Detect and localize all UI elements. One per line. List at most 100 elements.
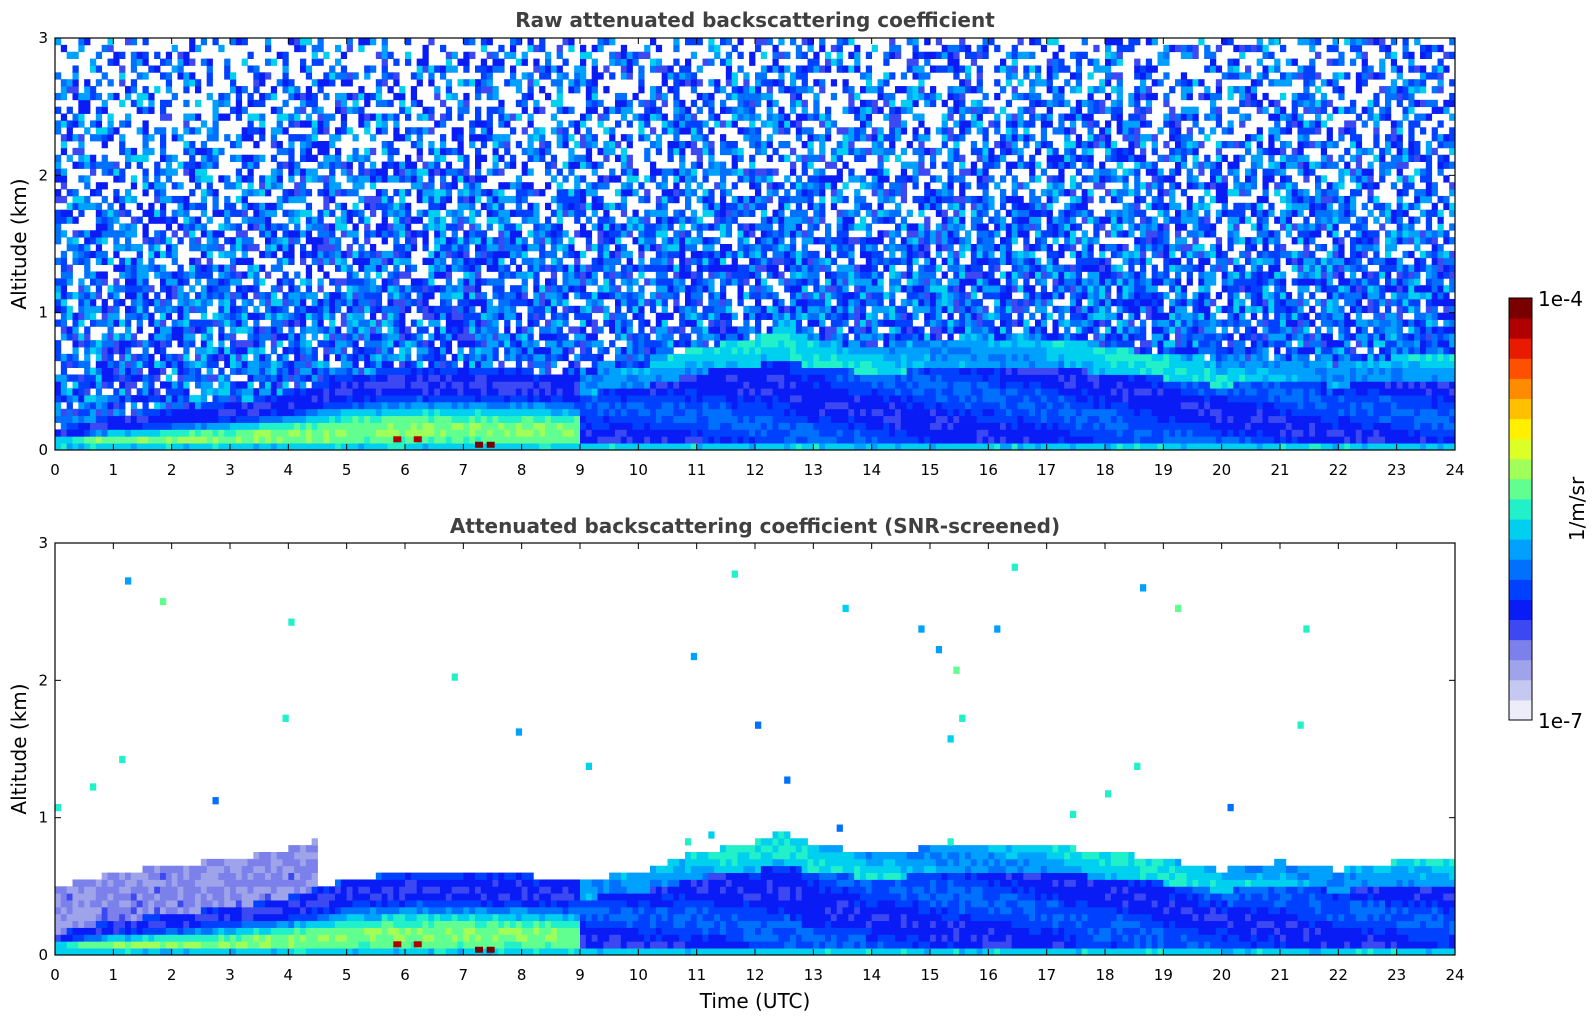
heatmap-cell	[416, 154, 423, 162]
heatmap-cell	[119, 374, 126, 382]
heatmap-cell	[615, 395, 622, 403]
heatmap-cell	[655, 395, 663, 403]
heatmap-cell	[370, 230, 377, 238]
heatmap-cell	[265, 374, 272, 382]
heatmap-cell	[171, 401, 178, 410]
heatmap-cell	[720, 443, 727, 450]
heatmap-cell	[661, 257, 668, 265]
heatmap-cell	[550, 250, 558, 259]
heatmap-cell	[317, 58, 324, 66]
heatmap-cell	[393, 147, 400, 156]
heatmap-cell	[498, 58, 505, 66]
heatmap-cell	[679, 271, 686, 279]
heatmap-cell	[160, 264, 167, 272]
heatmap-cell	[655, 415, 663, 423]
heatmap-cell	[241, 395, 248, 403]
heatmap-cell	[539, 360, 546, 368]
heatmap-cell	[463, 65, 470, 73]
heatmap-cell	[428, 401, 435, 410]
heatmap-cell	[451, 223, 458, 231]
heatmap-cell	[469, 230, 476, 238]
heatmap-cell	[498, 230, 505, 238]
heatmap-cell	[580, 292, 587, 300]
heatmap-cell	[323, 250, 330, 259]
heatmap-cell	[480, 333, 488, 341]
heatmap-cell	[259, 278, 266, 286]
heatmap-cell	[72, 92, 79, 101]
heatmap-cell	[405, 347, 412, 355]
heatmap-cell	[615, 175, 622, 183]
heatmap-cell	[620, 395, 628, 403]
heatmap-cell	[480, 230, 488, 238]
heatmap-cell	[673, 72, 680, 80]
heatmap-cell	[317, 305, 324, 314]
heatmap-cell	[154, 415, 161, 423]
heatmap-cell	[463, 305, 470, 314]
heatmap-cell	[440, 134, 447, 142]
heatmap-cell	[142, 271, 149, 279]
heatmap-cell	[428, 347, 435, 355]
heatmap-cell	[84, 388, 91, 396]
heatmap-cell	[218, 223, 225, 231]
heatmap-cell	[206, 264, 213, 272]
heatmap-cell	[212, 443, 219, 450]
heatmap-cell	[160, 278, 167, 286]
heatmap-cell	[591, 333, 598, 341]
heatmap-cell	[78, 374, 85, 382]
heatmap-cell	[305, 395, 313, 403]
heatmap-cell	[241, 154, 248, 162]
heatmap-cell	[702, 285, 709, 293]
heatmap-cell	[475, 147, 482, 156]
heatmap-cell	[475, 374, 482, 382]
heatmap-cell	[731, 44, 738, 53]
heatmap-cell	[212, 292, 219, 300]
heatmap-cell	[422, 429, 429, 437]
heatmap-cell	[568, 271, 575, 279]
heatmap-cell	[183, 99, 190, 108]
heatmap-cell	[702, 408, 709, 417]
heatmap-cell	[591, 189, 598, 197]
heatmap-cell	[609, 388, 616, 396]
heatmap-cell	[486, 65, 493, 73]
heatmap-cell	[410, 230, 418, 238]
heatmap-cell	[632, 333, 639, 341]
heatmap-cell	[440, 120, 447, 128]
heatmap-cell	[241, 305, 248, 314]
heatmap-cell	[323, 367, 330, 375]
heatmap-cell	[655, 319, 663, 327]
heatmap-cell	[597, 72, 604, 80]
heatmap-cell	[667, 86, 674, 94]
heatmap-cell	[165, 278, 173, 286]
heatmap-cell	[527, 72, 534, 80]
heatmap-cell	[305, 401, 313, 410]
heatmap-cell	[480, 257, 488, 265]
heatmap-cell	[136, 340, 143, 348]
heatmap-cell	[428, 175, 435, 183]
heatmap-cell	[171, 388, 178, 396]
heatmap-cell	[84, 86, 91, 94]
heatmap-cell	[393, 312, 400, 320]
heatmap-cell	[130, 443, 138, 450]
heatmap-cell	[527, 134, 534, 142]
heatmap-cell	[381, 340, 388, 348]
heatmap-cell	[498, 381, 505, 389]
heatmap-cell	[673, 395, 680, 403]
heatmap-cell	[638, 429, 645, 437]
heatmap-cell	[550, 175, 558, 183]
heatmap-cell	[492, 395, 499, 403]
heatmap-cell	[731, 120, 738, 128]
heatmap-cell	[475, 312, 482, 320]
heatmap-cell	[224, 195, 231, 204]
heatmap-cell	[661, 381, 668, 389]
heatmap-cell	[725, 436, 733, 444]
heatmap-cell	[230, 292, 237, 300]
heatmap-cell	[720, 333, 727, 341]
heatmap-cell	[305, 65, 313, 73]
heatmap-cell	[148, 298, 155, 307]
heatmap-cell	[95, 237, 103, 245]
heatmap-cell	[667, 120, 674, 128]
heatmap-cell	[183, 58, 190, 66]
heatmap-cell	[708, 367, 715, 375]
heatmap-cell	[632, 367, 639, 375]
